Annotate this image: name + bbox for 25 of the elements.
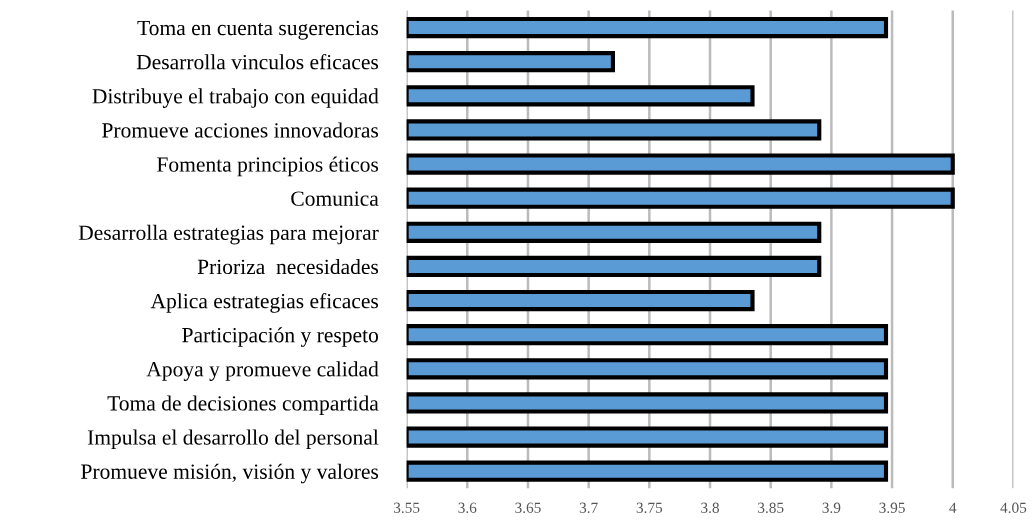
y-tick-label: Comunica: [291, 191, 379, 206]
y-tick-label: Toma de decisiones compartida: [107, 395, 379, 415]
y-tick-label: Toma en cuenta sugerencias: [137, 20, 379, 40]
x-tick-label: 3.8: [701, 502, 719, 513]
y-tick-label: Participación y respeto: [182, 327, 379, 347]
y-tick-label: Promueve acciones innovadoras: [102, 122, 379, 138]
x-tick-label: 3.65: [515, 502, 541, 513]
y-tick-label: Fomenta principios éticos: [157, 156, 379, 177]
y-tick-label: Prioriza necesidades: [197, 258, 379, 275]
x-tick-label: 3.7: [579, 502, 598, 513]
x-tick-label: 4.05: [1000, 502, 1027, 513]
y-tick-label: Distribuye el trabajo con equidad: [92, 88, 379, 108]
x-tick-label: 3.55: [393, 502, 420, 513]
x-tick-label: 4: [949, 502, 957, 513]
y-tick-label: Impulsa el desarrollo del personal: [87, 429, 379, 450]
x-tick-label: 3.75: [636, 502, 663, 513]
y-tick-label: Desarrolla estrategias para mejorar: [78, 224, 379, 245]
y-tick-label: Apoya y promueve calidad: [146, 361, 379, 381]
x-tick-label: 3.85: [758, 502, 784, 513]
y-tick-label: Desarrolla vinculos eficaces: [136, 54, 379, 70]
x-tick-label: 3.9: [822, 502, 841, 513]
y-tick-label: Aplica estrategias eficaces: [150, 292, 379, 313]
x-tick-label: 3.95: [879, 502, 905, 513]
y-tick-label: Promueve misión, visión y valores: [81, 463, 379, 484]
x-tick-label: 3.6: [458, 502, 477, 513]
